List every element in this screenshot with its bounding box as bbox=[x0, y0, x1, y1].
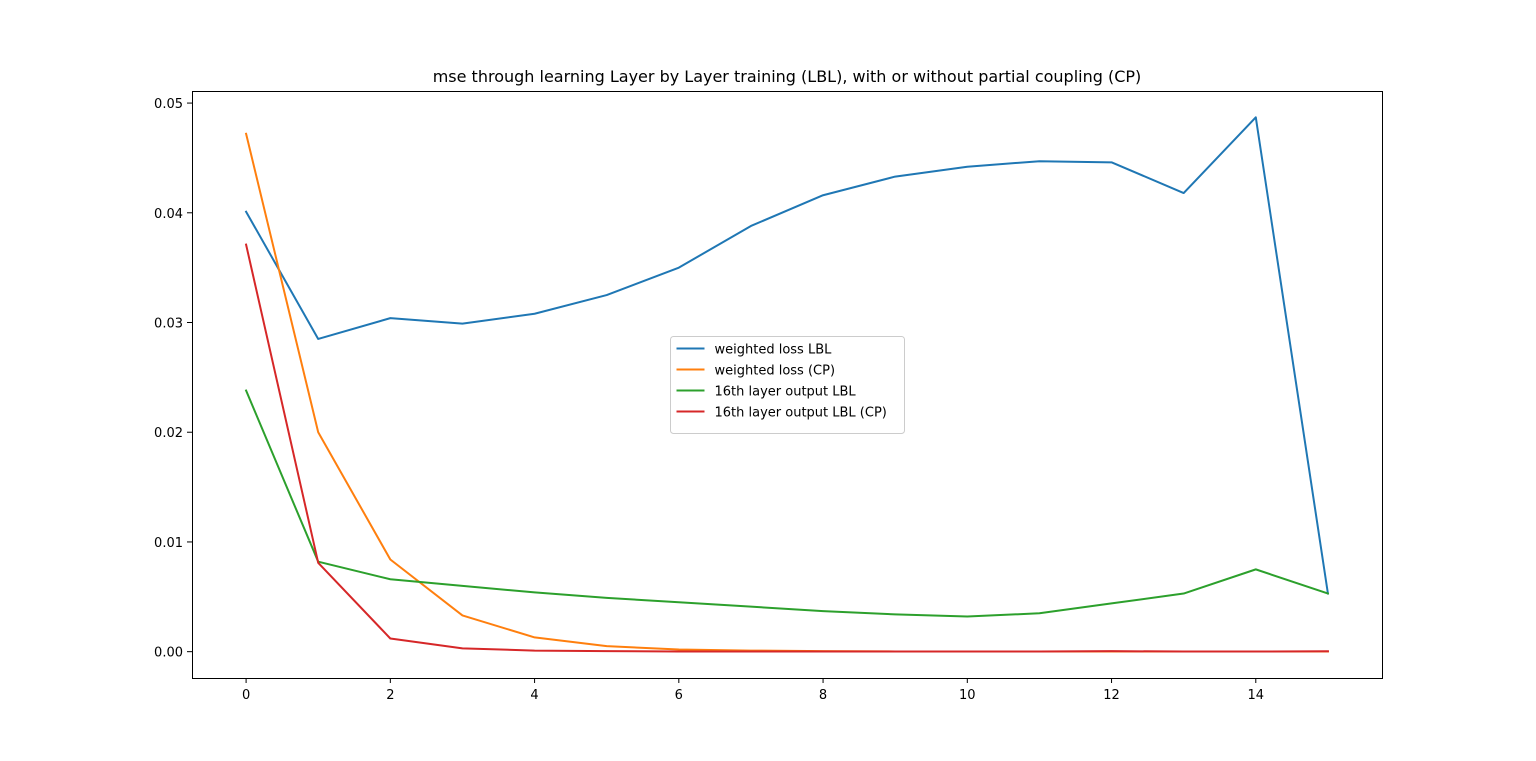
plot-frame bbox=[192, 91, 1383, 679]
legend-label-2: 16th layer output LBL bbox=[715, 385, 857, 400]
x-axis: 0 2 4 6 8 10 12 14 bbox=[242, 678, 1264, 703]
legend-box bbox=[670, 336, 905, 434]
y-tick-label: 0.03 bbox=[154, 317, 183, 332]
x-tick-label: 14 bbox=[1248, 688, 1265, 703]
y-tick-label: 0.05 bbox=[154, 97, 183, 112]
y-tick-label: 0.00 bbox=[154, 646, 183, 661]
series-line-0 bbox=[244, 116, 1330, 595]
y-axis: 0.00 0.01 0.02 0.03 0.04 0.05 bbox=[154, 97, 192, 661]
x-tick-label: 2 bbox=[386, 688, 394, 703]
y-tick-label: 0.02 bbox=[154, 426, 183, 441]
series-line-3 bbox=[244, 243, 1329, 653]
y-tick-label: 0.04 bbox=[154, 207, 183, 222]
legend: weighted loss LBL weighted loss (CP) 16th … bbox=[670, 336, 905, 434]
x-tick-label: 8 bbox=[819, 688, 827, 703]
x-tick-label: 12 bbox=[1103, 688, 1120, 703]
x-tick-label: 0 bbox=[242, 688, 250, 703]
y-tick-label: 0.01 bbox=[154, 536, 183, 551]
x-tick-label: 10 bbox=[959, 688, 976, 703]
x-tick-label: 6 bbox=[675, 688, 683, 703]
chart-title: mse through learning Layer by Layer trai… bbox=[433, 67, 1142, 86]
legend-label-3: 16th layer output LBL (CP) bbox=[715, 406, 887, 421]
series-line-2 bbox=[244, 389, 1330, 618]
legend-label-1: weighted loss (CP) bbox=[715, 364, 836, 379]
series-layer bbox=[244, 116, 1330, 653]
x-tick-label: 4 bbox=[530, 688, 538, 703]
legend-label-0: weighted loss LBL bbox=[715, 343, 833, 358]
